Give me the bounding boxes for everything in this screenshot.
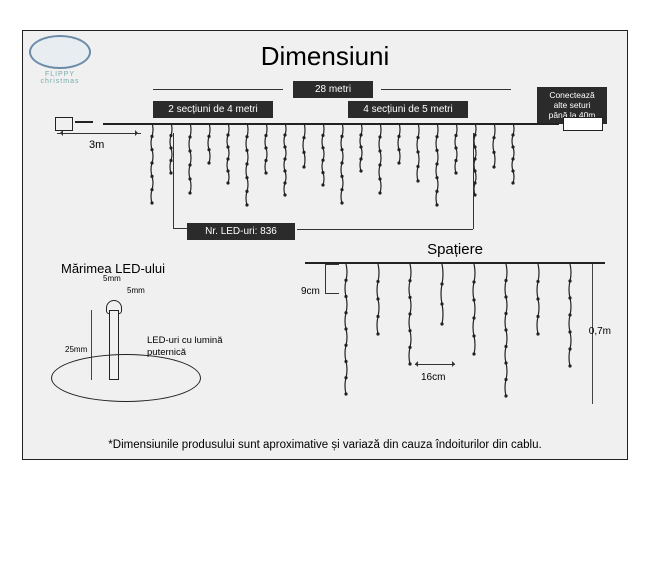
led-note: LED-uri cu lumină puternică bbox=[147, 335, 247, 358]
section1-label: 2 secțiuni de 4 metri bbox=[153, 101, 273, 118]
spacing-section: Spațiere 9cm 0,7m 16cm bbox=[305, 241, 605, 422]
led-size-section: Mărimea LED-ului 5mm 5mm 25mm LED-uri cu… bbox=[41, 261, 251, 412]
total-length-label: 28 metri bbox=[293, 81, 373, 98]
spacing-diagram: 9cm 0,7m 16cm bbox=[305, 262, 605, 422]
strand-gap-label: 16cm bbox=[421, 372, 445, 383]
led-width-label: 5mm bbox=[103, 274, 121, 283]
section2-label: 4 secțiuni de 5 metri bbox=[348, 101, 468, 118]
title: Dimensiuni bbox=[23, 31, 627, 72]
main-cable-diagram: 28 metri 2 secțiuni de 4 metri 4 secțiun… bbox=[43, 81, 607, 221]
led-height-label: 5mm bbox=[127, 286, 145, 295]
disclaimer: *Dimensiunile produsului sunt aproximati… bbox=[23, 439, 627, 451]
brand-logo: FLIPPY christmas bbox=[29, 35, 91, 83]
drop-gap-label: 9cm bbox=[301, 286, 320, 297]
led-stem-label: 25mm bbox=[65, 345, 87, 354]
led-drawing: 5mm 5mm 25mm LED-uri cu lumină puternică bbox=[41, 282, 221, 412]
led-count-label: Nr. LED-uri: 836 bbox=[187, 223, 295, 240]
height-label: 0,7m bbox=[589, 326, 611, 337]
led-section-title: Mărimea LED-ului bbox=[61, 261, 251, 276]
connector-icon bbox=[563, 117, 603, 131]
spacing-title: Spațiere bbox=[305, 241, 605, 258]
lead-cable-label: 3m bbox=[89, 139, 104, 151]
diagram-frame: FLIPPY christmas Dimensiuni 28 metri 2 s… bbox=[22, 30, 628, 460]
